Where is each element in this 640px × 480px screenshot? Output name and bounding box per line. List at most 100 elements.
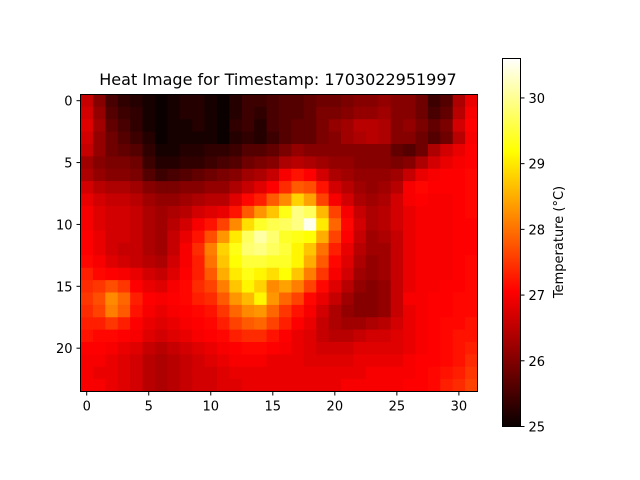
heatmap-cell — [241, 354, 255, 368]
heatmap-cell — [266, 119, 280, 133]
heatmap-cell — [291, 317, 305, 331]
heatmap-cell — [229, 144, 243, 157]
heatmap-cell — [303, 106, 317, 120]
heatmap-cell — [316, 317, 330, 331]
heatmap-cell — [92, 205, 106, 219]
heatmap-cell — [254, 292, 267, 306]
heatmap-cell — [353, 342, 367, 355]
heatmap-cell — [192, 193, 205, 207]
heatmap-cell — [229, 255, 243, 269]
heatmap-cell — [415, 280, 429, 293]
colorbar-label: Temperature (°C) — [552, 186, 567, 299]
heatmap-cell — [328, 230, 342, 244]
heatmap-cell — [130, 193, 143, 207]
heatmap-cell — [303, 230, 317, 244]
heatmap-cell — [440, 131, 454, 145]
heatmap-cell — [415, 230, 429, 244]
heatmap-cell — [254, 193, 267, 207]
heatmap-cell — [266, 317, 280, 331]
x-tick-label: 25 — [389, 400, 406, 415]
heatmap-cell — [440, 94, 454, 108]
heatmap-cell — [92, 255, 106, 269]
heatmap-cell — [117, 317, 131, 331]
heatmap-cell — [291, 366, 305, 380]
heatmap-cell — [254, 317, 267, 331]
heatmap-cell — [154, 218, 168, 232]
heatmap-cell — [80, 329, 94, 343]
heatmap-cell — [192, 106, 205, 120]
heatmap-cell — [167, 156, 181, 170]
heatmap-cell — [117, 119, 131, 133]
heatmap-cell — [415, 94, 429, 108]
heatmap-cell — [341, 292, 354, 306]
heatmap-cell — [316, 119, 330, 133]
heatmap-cell — [229, 379, 243, 392]
heatmap-cell — [80, 267, 94, 281]
heatmap-cell — [279, 230, 292, 244]
heatmap-cell — [266, 366, 280, 380]
heatmap-cell — [105, 267, 119, 281]
heatmap-cell — [365, 230, 379, 244]
heatmap-cell — [341, 106, 354, 120]
heatmap-cell — [130, 267, 143, 281]
heatmap-cell — [229, 156, 243, 170]
heatmap-cell — [254, 230, 267, 244]
heatmap-cell — [154, 317, 168, 331]
heatmap-cell — [390, 119, 404, 133]
heatmap-cell — [266, 193, 280, 207]
heatmap-cell — [415, 193, 429, 207]
heatmap-cell — [365, 366, 379, 380]
heatmap-cell — [279, 304, 292, 318]
heatmap-cell — [80, 366, 94, 380]
heatmap-cell — [390, 205, 404, 219]
heatmap-cell — [204, 94, 218, 108]
heatmap-cell — [229, 292, 243, 306]
heatmap-cell — [390, 304, 404, 318]
heatmap-cell — [142, 205, 156, 219]
heatmap-cell — [303, 267, 317, 281]
heatmap-cell — [80, 119, 94, 133]
heatmap-cell — [316, 131, 330, 145]
heatmap-cell — [316, 342, 330, 355]
heatmap-cell — [415, 267, 429, 281]
heatmap-cell — [130, 218, 143, 232]
heatmap-cell — [365, 354, 379, 368]
heatmap-cell — [378, 230, 392, 244]
heatmap-cell — [353, 144, 367, 157]
heatmap-cell — [427, 292, 441, 306]
heatmap-cell — [452, 181, 466, 194]
heatmap-cell — [279, 119, 292, 133]
heatmap-cell — [291, 255, 305, 269]
heatmap-cell — [229, 230, 243, 244]
heatmap-cell — [254, 267, 267, 281]
heatmap-cell — [440, 243, 454, 256]
heatmap-cell — [154, 354, 168, 368]
heatmap-cell — [154, 267, 168, 281]
heatmap-cell — [316, 94, 330, 108]
heatmap-cell — [266, 156, 280, 170]
heatmap-cell — [192, 230, 205, 244]
heatmap-cell — [291, 243, 305, 256]
heatmap-cell — [117, 366, 131, 380]
heatmap-cell — [353, 230, 367, 244]
heatmap-cell — [266, 131, 280, 145]
heatmap-cell — [465, 156, 478, 170]
heatmap-cell — [216, 243, 230, 256]
heatmap-cell — [403, 230, 416, 244]
heatmap-cell — [328, 168, 342, 182]
heatmap-cell — [378, 304, 392, 318]
heatmap-cell — [390, 255, 404, 269]
heatmap-cell — [328, 193, 342, 207]
heatmap-cell — [204, 342, 218, 355]
heatmap-cell — [427, 230, 441, 244]
heatmap-cell — [303, 205, 317, 219]
heatmap-cell — [192, 218, 205, 232]
heatmap-cell — [130, 255, 143, 269]
heatmap-cell — [341, 304, 354, 318]
heatmap-cell — [378, 218, 392, 232]
heatmap-cell — [378, 267, 392, 281]
heatmap-cell — [92, 168, 106, 182]
heatmap-cell — [204, 243, 218, 256]
heatmap-cell — [303, 168, 317, 182]
heatmap-cell — [328, 94, 342, 108]
